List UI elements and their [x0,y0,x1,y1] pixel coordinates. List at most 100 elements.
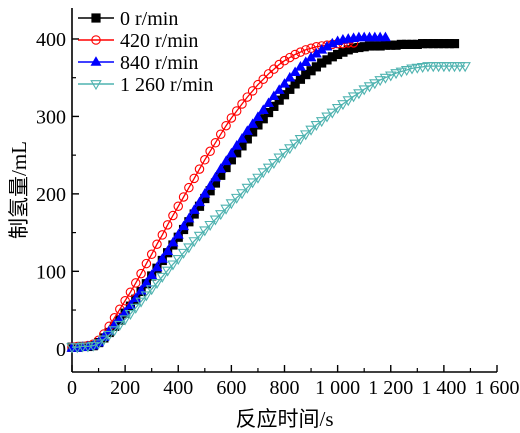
data-point [193,231,206,242]
data-point [82,342,94,353]
data-point [258,74,268,85]
data-point [289,66,301,77]
legend-item-2: 840 r/min [78,52,198,74]
data-point [205,146,215,157]
data-point [120,295,130,306]
data-point [290,49,300,60]
y-tick-label: 200 [36,184,66,206]
data-point [242,92,253,102]
data-point [273,153,285,164]
data-point [300,130,312,141]
series-line [72,36,386,349]
data-point [71,343,84,354]
x-tick-label: 600 [216,377,246,399]
data-point [141,258,152,269]
data-point [231,140,243,150]
data-point [167,236,179,247]
data-point [257,104,269,114]
data-point [300,56,312,66]
x-tick-label: 400 [163,377,193,399]
data-point [145,285,158,296]
data-point [278,148,291,159]
data-point [152,239,162,249]
data-point [103,330,115,341]
legend-item-3: 1 260 r/min [78,74,213,96]
data-point [108,326,121,337]
axes-layer: 0 200 400 600 800 1 000 1 200 1 400 1 600 0 100 200… [36,8,520,399]
data-point [411,63,424,74]
data-point [194,164,205,174]
legend-label: 1 260 r/min [120,74,213,96]
data-point [236,133,248,143]
data-point [295,74,306,84]
series-2 [66,31,391,352]
data-point [226,113,237,123]
data-point [188,204,200,214]
data-point [295,47,306,57]
data-point [199,188,211,198]
data-point [310,121,323,132]
data-point [188,237,200,248]
data-point [98,335,110,346]
data-point [231,106,242,116]
data-point [237,99,247,109]
data-point [268,90,280,101]
data-point [204,180,216,190]
data-point [379,31,391,42]
data-point [294,134,307,145]
legend-label: 0 r/min [120,8,178,30]
data-point [369,79,381,90]
data-point [119,315,131,326]
data-point [390,69,402,80]
data-point [157,230,168,240]
data-point [172,229,184,239]
data-point [125,287,136,297]
data-point [220,204,232,215]
legend-label: 840 r/min [120,52,198,74]
data-point [279,55,290,66]
data-point [210,138,221,148]
data-point [146,249,157,260]
data-point [204,220,216,231]
data-point [253,79,263,90]
data-point [284,71,296,82]
x-axis-title: 反应时间/s [235,407,333,431]
x-tick-label: 1 600 [475,377,520,399]
data-point [315,117,328,128]
x-tick-label: 0 [67,377,77,399]
data-point [274,95,284,105]
x-tick-label: 1 200 [368,377,413,399]
data-point [87,341,100,352]
data-point [140,277,152,287]
data-point [257,168,269,179]
data-point [247,118,259,128]
data-point [200,155,210,165]
data-point [225,199,238,210]
data-point [91,13,101,23]
data-point [379,73,392,84]
data-point [326,108,339,119]
data-point [151,279,163,290]
data-point [459,62,471,73]
data-point [263,69,274,79]
data-point [114,320,126,331]
data-point [129,303,142,314]
data-point [279,78,290,88]
data-point [220,155,232,166]
data-point [246,178,259,189]
data-point [140,291,153,302]
data-point [214,210,227,221]
data-point [385,71,397,82]
y-tick-label: 300 [36,106,66,128]
data-point [247,86,258,96]
x-tick-label: 1 000 [315,377,360,399]
data-point [221,120,231,131]
data-point [225,147,237,158]
data-point [156,272,169,283]
data-point [184,182,194,193]
data-point [289,139,301,150]
data-point [241,125,253,135]
data-point [162,245,174,255]
y-axis-title: 制氢量/mL [7,141,31,239]
y-tick-label: 100 [36,261,66,283]
